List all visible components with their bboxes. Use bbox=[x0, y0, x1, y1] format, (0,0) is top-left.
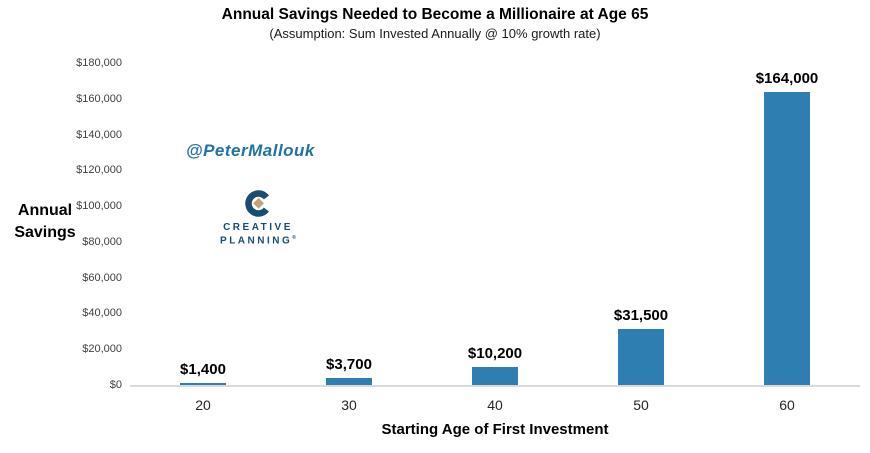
y-axis-title: Annual Savings bbox=[14, 202, 76, 241]
y-tick-label: $120,000 bbox=[76, 164, 122, 177]
x-axis-title: Starting Age of First Investment bbox=[381, 421, 609, 438]
y-tick-label: $40,000 bbox=[82, 307, 122, 320]
creative-planning-c-icon bbox=[244, 190, 272, 217]
bar-value-label: $10,200 bbox=[467, 344, 523, 362]
logo-c-ring bbox=[244, 190, 272, 217]
y-tick-label: $20,000 bbox=[82, 343, 122, 356]
watermark-handle: @PeterMallouk bbox=[186, 141, 315, 160]
y-tick-label: $60,000 bbox=[82, 271, 122, 284]
bar-age-40 bbox=[472, 366, 518, 385]
x-tick-label: 60 bbox=[779, 397, 795, 413]
registered-mark: ® bbox=[292, 234, 296, 241]
logo-line1: CREATIVE bbox=[223, 222, 293, 233]
y-tick-label: $180,000 bbox=[76, 57, 122, 69]
logo-diamond bbox=[252, 197, 264, 209]
bar-age-60 bbox=[764, 91, 810, 385]
logo-text: CREATIVE PLANNING® bbox=[196, 222, 320, 247]
y-tick-label: $100,000 bbox=[76, 200, 122, 213]
x-tick-label: 50 bbox=[633, 397, 649, 413]
bar-age-30 bbox=[326, 378, 372, 385]
bar-value-label: $164,000 bbox=[755, 69, 819, 87]
y-tick-label: $140,000 bbox=[76, 128, 122, 141]
creative-planning-logo: CREATIVE PLANNING® bbox=[196, 189, 320, 247]
chart-title: Annual Savings Needed to Become a Millio… bbox=[221, 6, 649, 23]
bar-age-50 bbox=[618, 328, 664, 385]
x-tick-label: 20 bbox=[195, 397, 211, 413]
bar-value-label: $3,700 bbox=[326, 356, 372, 374]
logo-line2: PLANNING® bbox=[220, 234, 296, 246]
y-tick-label: $0 bbox=[109, 379, 122, 391]
x-tick-label: 30 bbox=[341, 397, 357, 413]
x-tick-label: 40 bbox=[487, 397, 503, 413]
y-tick-label: $80,000 bbox=[82, 235, 122, 248]
y-axis-ticks: $0 $20,000 $40,000 $60,000 $80,000 $100,000 $1… bbox=[0, 57, 122, 391]
y-tick-label: $160,000 bbox=[76, 92, 122, 105]
plot-area: $1,400 $3,700 $10,200 $31,500 $164,000 bbox=[130, 63, 860, 387]
bar-value-label: $31,500 bbox=[613, 306, 669, 324]
bar-value-label: $1,400 bbox=[180, 360, 226, 378]
bar-age-20 bbox=[180, 382, 226, 385]
chart-subtitle: (Assumption: Sum Invested Annually @ 10%… bbox=[269, 26, 601, 41]
